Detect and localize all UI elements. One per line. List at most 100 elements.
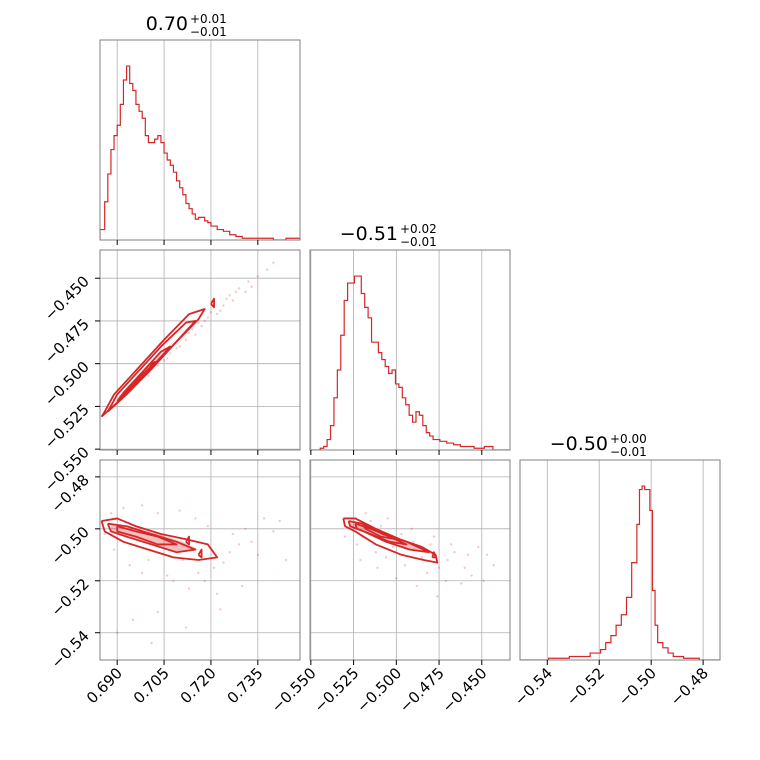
scatter-point xyxy=(156,610,160,614)
scatter-point xyxy=(446,558,449,562)
scatter-point xyxy=(219,309,222,312)
panel-title-median: −0.51 xyxy=(340,223,398,245)
x-tick-label: 0.705 xyxy=(130,664,173,707)
scatter-point xyxy=(156,364,160,367)
y-tick-label: −0.475 xyxy=(41,315,93,367)
scatter-point xyxy=(112,548,116,551)
scatter-point xyxy=(247,280,250,283)
scatter-point xyxy=(184,626,188,629)
scatter-point xyxy=(410,527,413,531)
scatter-point xyxy=(222,561,225,564)
scatter-point xyxy=(150,641,153,645)
scatter-point xyxy=(400,532,403,536)
scatter-point xyxy=(256,275,260,278)
scatter-point xyxy=(265,268,269,271)
plot-area xyxy=(100,65,300,240)
panel-title-median: 0.70 xyxy=(146,13,188,35)
scatter-point xyxy=(197,321,200,324)
contour-line xyxy=(100,517,219,561)
scatter-point xyxy=(477,545,480,549)
axes-frame xyxy=(519,459,721,661)
scatter-point xyxy=(460,582,463,585)
panel-title-minus: −0.01 xyxy=(190,25,227,39)
scatter-point xyxy=(272,261,275,265)
scatter-point xyxy=(206,525,210,528)
scatter-point xyxy=(231,299,235,302)
plot-area xyxy=(520,485,720,660)
panel-title-plus: +0.02 xyxy=(400,222,437,236)
scatter-point xyxy=(234,290,238,294)
panel-2-2: −0.50 +0.00−0.01−0.54 −0.52 −0.50 −0.48 xyxy=(511,432,721,709)
scatter-point xyxy=(200,324,203,328)
scatter-point xyxy=(222,304,225,307)
scatter-point xyxy=(420,556,424,559)
contour-line xyxy=(106,522,197,554)
scatter-point xyxy=(449,543,453,546)
panel-title-plus: +0.01 xyxy=(190,12,227,26)
scatter-point xyxy=(256,553,260,557)
scatter-point xyxy=(103,532,106,536)
scatter-point xyxy=(437,566,441,569)
panel-1-1: −0.51 +0.02−0.01 xyxy=(309,222,511,455)
scatter-point xyxy=(206,316,210,319)
scatter-point xyxy=(425,571,429,575)
scatter-point xyxy=(492,563,495,567)
scatter-point xyxy=(244,527,247,531)
scatter-point xyxy=(415,584,419,588)
scatter-point xyxy=(165,574,169,577)
panel-title-plus: +0.00 xyxy=(610,432,647,446)
scatter-point xyxy=(391,545,395,549)
scatter-point xyxy=(122,506,125,510)
x-tick-label: −0.450 xyxy=(439,664,491,716)
scatter-point xyxy=(429,543,432,546)
scatter-point xyxy=(181,558,185,562)
scatter-point xyxy=(463,566,466,569)
y-tick-label: −0.525 xyxy=(41,401,93,453)
scatter-point xyxy=(203,579,206,582)
scatter-point xyxy=(147,374,150,377)
x-tick-label: 0.735 xyxy=(224,664,267,707)
scatter-point xyxy=(237,543,241,546)
density-fill xyxy=(114,322,193,402)
scatter-point xyxy=(237,287,241,290)
y-tick-label: −0.54 xyxy=(48,627,93,672)
scatter-point xyxy=(165,357,169,360)
scatter-point xyxy=(178,345,181,348)
panel-title-median: −0.50 xyxy=(550,433,608,455)
x-tick-label: −0.50 xyxy=(615,664,660,709)
scatter-point xyxy=(272,530,275,533)
scatter-point xyxy=(376,566,379,569)
axes-frame xyxy=(309,249,511,451)
scatter-point xyxy=(175,347,178,350)
y-tick-label: −0.450 xyxy=(41,272,93,324)
plot-area xyxy=(342,512,495,598)
contour-line xyxy=(197,548,203,559)
y-tick-label: −0.50 xyxy=(48,523,93,568)
scatter-point xyxy=(169,352,172,355)
scatter-point xyxy=(278,519,281,523)
scatter-point xyxy=(374,551,378,554)
plot-area xyxy=(100,261,275,418)
scatter-point xyxy=(156,512,160,515)
scatter-point xyxy=(215,312,219,316)
scatter-point xyxy=(364,512,367,515)
x-tick-label: −0.500 xyxy=(353,664,405,716)
scatter-point xyxy=(250,540,253,544)
scatter-point xyxy=(228,294,231,297)
x-tick-label: 0.690 xyxy=(83,664,126,707)
x-tick-label: 0.720 xyxy=(177,664,220,707)
x-tick-label: −0.525 xyxy=(310,664,362,716)
scatter-point xyxy=(453,551,456,554)
plot-area xyxy=(100,504,288,645)
scatter-point xyxy=(131,618,135,621)
contour-line xyxy=(107,320,197,413)
scatter-point xyxy=(184,338,188,341)
scatter-point xyxy=(250,285,253,288)
scatter-point xyxy=(187,587,191,590)
scatter-point xyxy=(194,333,197,336)
scatter-point xyxy=(225,297,228,300)
scatter-point xyxy=(228,551,231,554)
scatter-point xyxy=(240,584,244,588)
scatter-point xyxy=(355,543,359,546)
